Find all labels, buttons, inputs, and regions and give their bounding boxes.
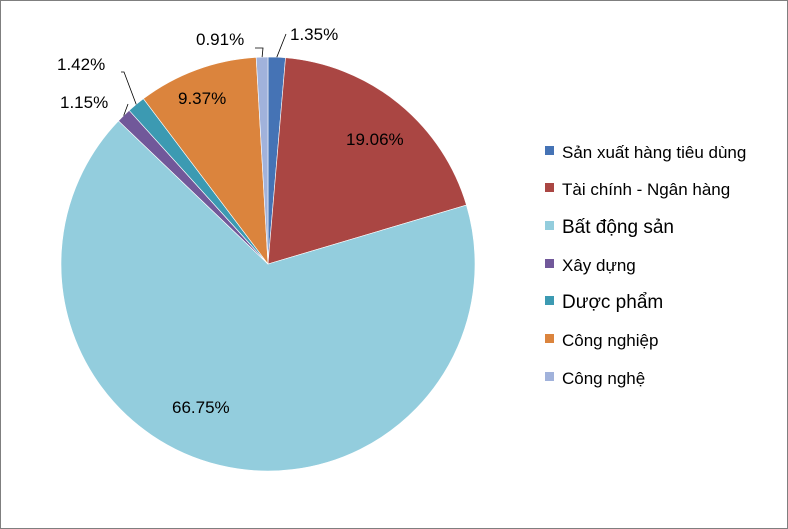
data-label-1: 19.06% <box>346 130 404 149</box>
leader-line-4 <box>121 71 137 105</box>
legend-swatch-3 <box>545 259 554 268</box>
data-labels: 1.35% 19.06% 66.75% 1.15% 1.42% 9.37% 0.… <box>57 25 404 417</box>
legend-label-2: Bất động sản <box>562 217 674 238</box>
pie-slice-1 <box>267 57 467 265</box>
legend-swatch-6 <box>545 372 554 381</box>
data-label-2: 66.75% <box>172 398 230 417</box>
leader-line-0 <box>276 33 287 58</box>
legend: Sản xuất hàng tiêu dùng Tài chính - Ngân… <box>545 143 746 388</box>
legend-swatch-2 <box>545 221 554 230</box>
legend-label-4: Dược phẩm <box>562 292 663 313</box>
legend-label-0: Sản xuất hàng tiêu dùng <box>562 143 746 162</box>
leader-lines <box>121 33 287 116</box>
data-label-6: 0.91% <box>196 30 244 49</box>
legend-swatch-1 <box>545 183 554 192</box>
leader-line-3 <box>123 103 129 116</box>
data-label-4: 1.42% <box>57 55 105 74</box>
legend-swatch-5 <box>545 334 554 343</box>
legend-label-3: Xây dựng <box>562 256 636 275</box>
pie-slices <box>60 56 476 472</box>
legend-swatch-0 <box>545 146 554 155</box>
pie-slice-2 <box>60 120 476 472</box>
legend-label-6: Công nghệ <box>562 369 645 388</box>
data-label-0: 1.35% <box>290 25 338 44</box>
pie-slice-5 <box>142 57 269 265</box>
data-label-5: 9.37% <box>178 89 226 108</box>
leader-line-6 <box>255 47 264 58</box>
legend-swatch-4 <box>545 296 554 305</box>
data-label-3: 1.15% <box>60 93 108 112</box>
legend-label-1: Tài chính - Ngân hàng <box>562 180 730 199</box>
legend-label-5: Công nghiệp <box>562 331 658 350</box>
